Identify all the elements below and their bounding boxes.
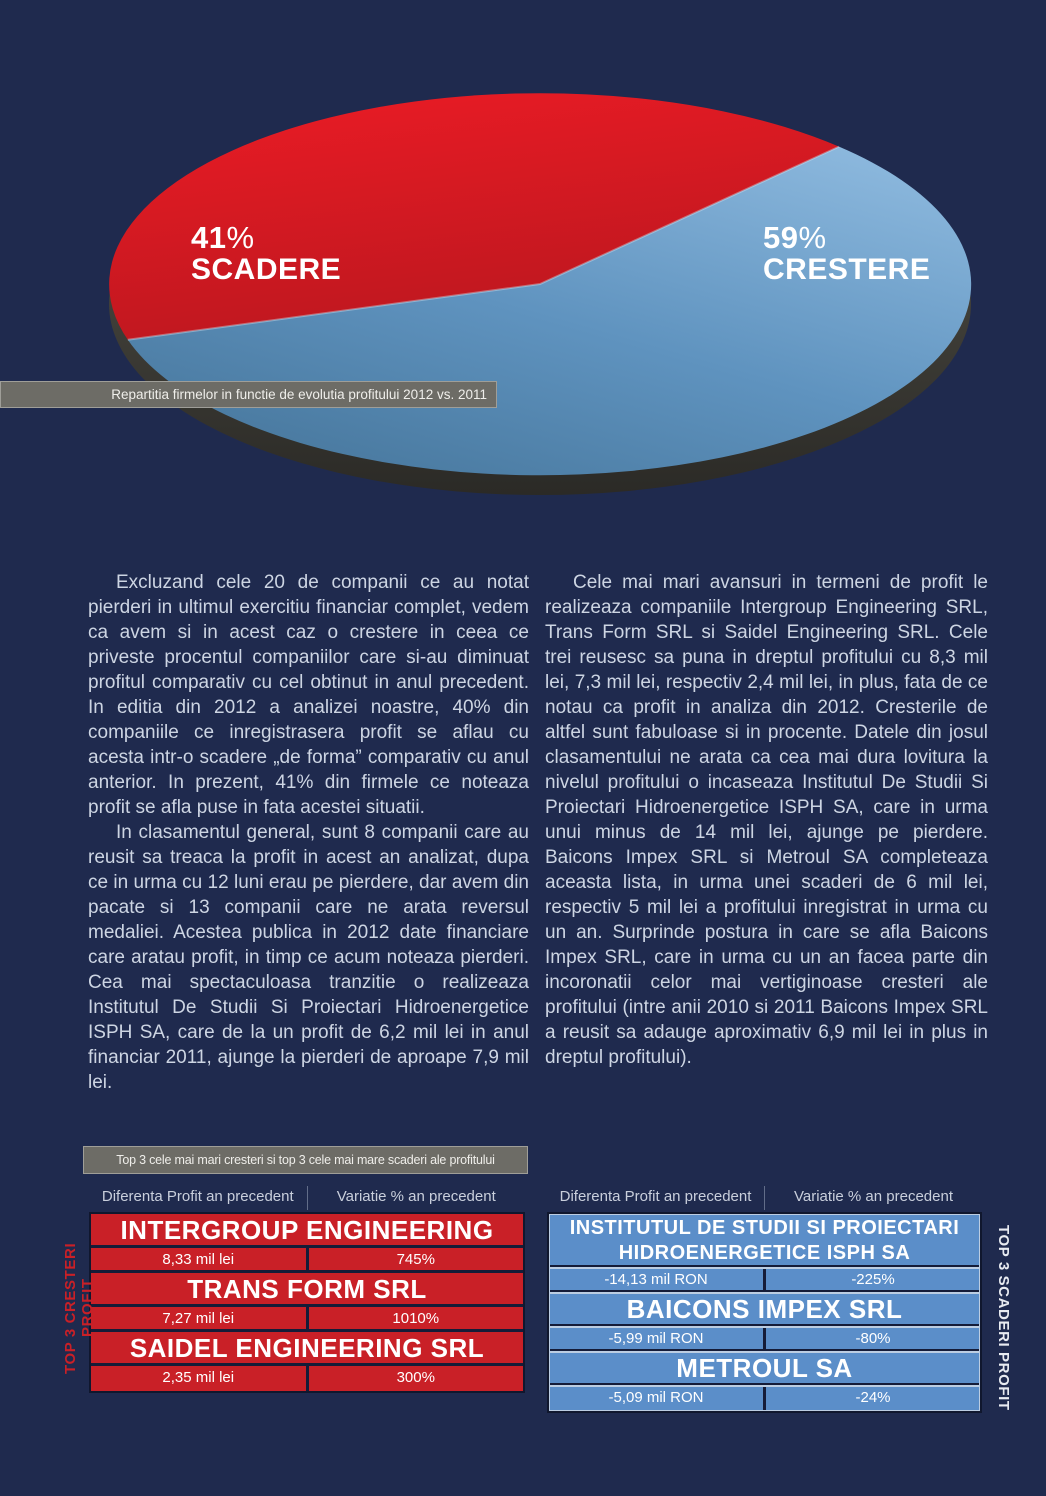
top3-decline-table: INSTITUTUL DE STUDII SI PROIECTARI HIDRO… [547, 1212, 982, 1413]
pie-label-scadere: 41% SCADERE [191, 222, 341, 286]
column-header-var: Variatie % an precedent [306, 1186, 526, 1210]
profit-diff-value: 7,27 mil lei [162, 1310, 235, 1327]
decline-side-label: TOP 3 SCADERI PROFIT [995, 1225, 1012, 1411]
growth-table-headers: Diferenta Profit an precedent Variatie %… [89, 1186, 525, 1210]
profit-diff-value: -5,09 mil RON [608, 1389, 704, 1406]
table-row: -5,09 mil RON -24% [549, 1386, 980, 1411]
company-name: INTERGROUP ENGINEERING SRL [91, 1214, 523, 1248]
article-column-right: Cele mai mari avansuri in termeni de pro… [545, 570, 988, 1070]
profit-diff-value: 8,33 mil lei [162, 1251, 235, 1268]
crestere-percentage: 59% [763, 220, 827, 255]
paragraph: Excluzand cele 20 de companii ce au nota… [88, 572, 529, 818]
scadere-percentage: 41% [191, 220, 255, 255]
company-name: INSTITUTUL DE STUDII SI PROIECTARI HIDRO… [549, 1214, 980, 1268]
profit-diff-value: 2,35 mil lei [162, 1369, 235, 1386]
pie-label-crestere: 59% CRESTERE [763, 222, 930, 286]
table-row: -5,99 mil RON -80% [549, 1327, 980, 1352]
paragraph: In clasamentul general, sunt 8 companii … [88, 822, 529, 1093]
growth-side-label: TOP 3 CRESTERI PROFIT [62, 1242, 96, 1374]
column-header-diff: Diferenta Profit an precedent [101, 1188, 294, 1205]
variation-value: -225% [763, 1268, 980, 1290]
pie-slice-scadere [109, 93, 840, 340]
variation-value: 300% [305, 1366, 524, 1391]
paragraph: Cele mai mari avansuri in termeni de pro… [545, 572, 988, 1068]
profit-diff-value: -14,13 mil RON [604, 1271, 708, 1288]
article-column-left: Excluzand cele 20 de companii ce au nota… [88, 570, 529, 1095]
profit-diff-value: -5,99 mil RON [608, 1330, 704, 1347]
table-row: 2,35 mil lei 300% [91, 1366, 523, 1391]
crestere-label: CRESTERE [763, 253, 931, 286]
company-name: BAICONS IMPEX SRL [549, 1293, 980, 1327]
table-row: -14,13 mil RON -225% [549, 1268, 980, 1293]
variation-value: 745% [305, 1248, 524, 1270]
company-name: TRANS FORM SRL [91, 1273, 523, 1307]
pie-caption-bar: Repartitia firmelor in functie de evolut… [0, 381, 497, 408]
variation-value: -80% [763, 1327, 980, 1349]
decline-table-headers: Diferenta Profit an precedent Variatie %… [547, 1186, 982, 1210]
company-name: METROUL SA [549, 1352, 980, 1386]
table-row: 7,27 mil lei 1010% [91, 1307, 523, 1332]
company-name: SAIDEL ENGINEERING SRL [91, 1332, 523, 1366]
top3-section-title: Top 3 cele mai mari cresteri si top 3 ce… [83, 1146, 528, 1174]
table-row: 8,33 mil lei 745% [91, 1248, 523, 1273]
top3-growth-table: INTERGROUP ENGINEERING SRL 8,33 mil lei … [89, 1212, 525, 1393]
scadere-label: SCADERE [191, 253, 342, 286]
variation-value: -24% [763, 1386, 980, 1411]
column-header-diff: Diferenta Profit an precedent [559, 1188, 752, 1205]
variation-value: 1010% [305, 1307, 524, 1329]
pie-caption-text: Repartitia firmelor in functie de evolut… [111, 387, 487, 402]
column-header-var: Variatie % an precedent [764, 1186, 982, 1210]
pie-slice-divider [127, 145, 840, 341]
